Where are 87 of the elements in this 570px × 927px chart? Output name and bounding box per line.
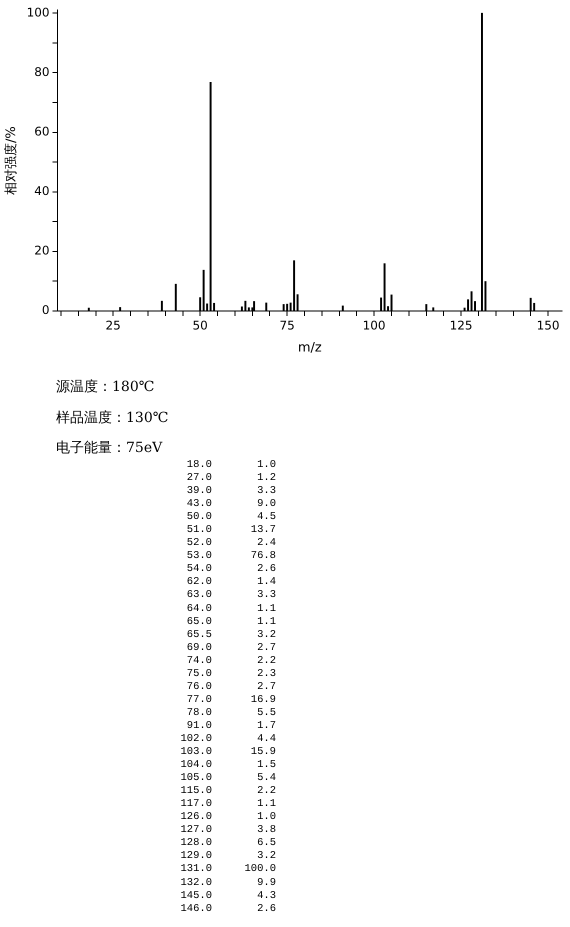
text: 128.0 [179, 837, 212, 850]
text: 76.8 [250, 550, 276, 564]
text: 27.0 [186, 472, 212, 486]
text: 52.0 [186, 537, 212, 550]
text: 64.0 [186, 602, 212, 616]
text: 13.7 [250, 524, 276, 538]
y-axis-title: 相对强度/% [3, 126, 20, 195]
text: 65.5 [186, 628, 212, 642]
text: 9.0 [256, 498, 276, 512]
text: 39.0 [186, 485, 212, 498]
text: 129.0 [179, 850, 212, 864]
text: 63.0 [186, 589, 212, 603]
text: 1.0 [256, 459, 276, 472]
y-tick-label: 60 [34, 124, 50, 138]
text: 1.7 [256, 720, 276, 733]
text: 2.6 [256, 563, 276, 576]
text: 1.4 [256, 576, 276, 590]
text: 103.0 [179, 746, 212, 760]
text: 65.0 [186, 616, 212, 629]
text: 117.0 [179, 798, 212, 812]
text: 131.0 [179, 863, 212, 876]
text: 4.5 [256, 511, 276, 524]
x-tick-label: 75 [279, 318, 295, 332]
text: 2.2 [256, 785, 276, 798]
text: 100.0 [243, 863, 276, 876]
text: 9.9 [256, 876, 276, 890]
text: 3.3 [256, 589, 276, 603]
x-axis-title: m/z [298, 340, 322, 356]
text: 102.0 [179, 732, 212, 746]
x-tick-label: 25 [106, 318, 121, 332]
text: 2.3 [256, 668, 276, 681]
text: 145.0 [179, 890, 212, 903]
text: 3.2 [256, 850, 276, 864]
text: 75.0 [186, 668, 212, 681]
text: 51.0 [186, 524, 212, 538]
text: 69.0 [186, 642, 212, 655]
y-tick-label: 100 [26, 5, 50, 20]
text: 4.4 [256, 732, 276, 746]
text: 2.4 [256, 537, 276, 550]
text: 54.0 [186, 563, 212, 576]
text: 115.0 [179, 785, 212, 798]
y-tick-label: 20 [34, 244, 50, 258]
text: 样品温度：130℃ [56, 408, 168, 428]
text: 电子能量：75eV [56, 439, 164, 458]
text: 18.0 [186, 459, 212, 472]
text: 2.7 [256, 642, 276, 655]
text: 43.0 [186, 498, 212, 512]
y-tick-label: 80 [34, 64, 50, 79]
text: 1.1 [256, 798, 276, 812]
text: 74.0 [186, 654, 212, 668]
text: 76.0 [186, 680, 212, 694]
text: 2.2 [256, 654, 276, 668]
x-tick-label: 150 [536, 318, 560, 332]
y-tick-label: 40 [34, 184, 50, 198]
x-tick-label: 50 [192, 318, 208, 332]
text: 78.0 [186, 706, 212, 720]
x-tick-label: 100 [362, 318, 386, 332]
text: 15.9 [250, 746, 276, 760]
text: 50.0 [186, 511, 212, 524]
text: 1.0 [256, 811, 276, 824]
text: 2.7 [256, 680, 276, 694]
text: 2.6 [256, 902, 276, 916]
text: 62.0 [186, 576, 212, 590]
text: 105.0 [179, 772, 212, 786]
text: 104.0 [179, 759, 212, 772]
text: 91.0 [186, 720, 212, 733]
text: 5.5 [256, 706, 276, 720]
text: 53.0 [186, 550, 212, 564]
text: 126.0 [179, 811, 212, 824]
text: 146.0 [179, 902, 212, 916]
text: 3.8 [256, 824, 276, 838]
y-tick-label: 0 [42, 303, 50, 318]
x-tick-label: 125 [450, 318, 473, 332]
text: 77.0 [186, 694, 212, 707]
text: 1.5 [256, 759, 276, 772]
text: 5.4 [256, 772, 276, 786]
text: 1.1 [256, 602, 276, 616]
text: 3.3 [256, 485, 276, 498]
text: 1.2 [256, 472, 276, 486]
text: 132.0 [179, 876, 212, 890]
text: 127.0 [179, 824, 212, 838]
text: 16.9 [250, 694, 276, 707]
text: 源温度：180℃ [56, 378, 156, 397]
text: 6.5 [256, 837, 276, 850]
text: 1.1 [256, 616, 276, 629]
text: 3.2 [256, 628, 276, 642]
text: 4.3 [256, 890, 276, 903]
